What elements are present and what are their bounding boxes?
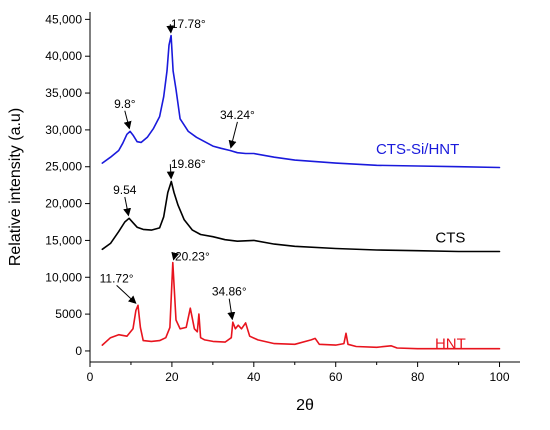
peak-annotation: 9.8° [114, 97, 136, 130]
peak-annotation-label: 11.72° [100, 271, 134, 285]
y-axis-ticks: 0 5000 10,000 15,000 20,000 25,000 30,000 35,00… [45, 12, 90, 358]
x-tick-label: 20 [165, 370, 179, 384]
x-axis-ticks: 0 20 40 60 80 100 [87, 362, 510, 384]
peak-annotation-label: 17.78° [171, 17, 206, 31]
series-line-hnt [101, 261, 501, 350]
x-tick-label: 60 [329, 370, 343, 384]
peak-annotations: 17.78° 9.8° 34.24° 9.54 19.86° 11.72° 20.23° 34… [100, 17, 255, 321]
peak-annotation-arrow [166, 24, 175, 34]
peak-annotation-label: 9.54 [113, 183, 137, 197]
y-tick-label: 20,000 [45, 197, 82, 211]
y-tick-label: 45,000 [45, 12, 82, 26]
y-tick-label: 0 [75, 344, 82, 358]
series-label-cts-si-hnt: CTS-Si/HNT [376, 141, 459, 158]
y-tick-label: 5000 [55, 307, 82, 321]
peak-annotation: 34.86° [212, 285, 247, 321]
x-tick-label: 80 [411, 370, 425, 384]
peak-annotation-label: 9.8° [114, 97, 136, 111]
peak-annotation-label: 34.86° [212, 285, 247, 299]
peak-annotation-arrow [123, 196, 132, 217]
peak-annotation: 19.86° [166, 157, 206, 180]
x-tick-label: 40 [247, 370, 261, 384]
peak-annotation-label: 34.24° [220, 108, 255, 122]
x-axis-title: 2θ [296, 397, 314, 414]
series-labels: CTS-Si/HNT CTS HNT [376, 141, 466, 353]
x-tick-label: 100 [490, 370, 510, 384]
peak-annotation: 20.23° [171, 249, 210, 263]
peak-annotation: 34.24° [220, 108, 255, 149]
peak-annotation: 9.54 [113, 183, 137, 217]
peak-annotation-arrow [228, 121, 238, 149]
y-tick-label: 10,000 [45, 270, 82, 284]
y-tick-label: 35,000 [45, 86, 82, 100]
axes: 0 20 40 60 80 100 0 5000 10,000 15,000 20,000 25,0… [45, 12, 520, 384]
series-label-cts: CTS [435, 230, 465, 247]
y-tick-label: 15,000 [45, 233, 82, 247]
y-axis-title: Relative intensity (a.u) [7, 108, 24, 266]
peak-annotation: 11.72° [100, 271, 137, 304]
peak-annotation-label: 20.23° [175, 249, 210, 263]
y-tick-label: 40,000 [45, 49, 82, 63]
series-label-hnt: HNT [435, 336, 466, 353]
peak-annotation-arrow [171, 251, 180, 261]
peak-annotation-arrow [166, 164, 175, 180]
peak-annotation-arrow [123, 110, 132, 130]
x-tick-label: 0 [87, 370, 94, 384]
peak-annotation-arrow [116, 285, 137, 304]
peak-annotation-label: 19.86° [171, 157, 206, 171]
series-layer [101, 34, 501, 350]
peak-annotation-arrow [227, 298, 236, 321]
peak-annotation: 17.78° [166, 17, 206, 34]
y-tick-label: 25,000 [45, 160, 82, 174]
series-line-cts [101, 180, 501, 253]
series-line-cts-si-hnt [101, 34, 501, 169]
y-tick-label: 30,000 [45, 123, 82, 137]
